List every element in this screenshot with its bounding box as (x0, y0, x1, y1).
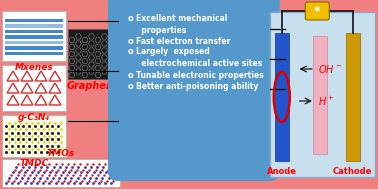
Bar (5, 51, 63, 55)
FancyBboxPatch shape (108, 0, 280, 181)
Bar (5, 24, 63, 28)
Bar (5, 29, 63, 33)
Bar (5, 46, 63, 50)
Bar (275, 33, 289, 161)
Bar (5, 40, 63, 44)
FancyBboxPatch shape (305, 2, 329, 20)
Text: o: o (128, 37, 134, 46)
Text: Anode: Anode (267, 167, 297, 176)
Bar (346, 33, 360, 161)
Bar (2, 159, 120, 187)
Text: Better anti-poisoning ability: Better anti-poisoning ability (136, 82, 258, 91)
Text: g-C₃N₄: g-C₃N₄ (18, 113, 50, 122)
Text: TMOs: TMOs (47, 149, 75, 158)
Text: TMDC: TMDC (19, 159, 49, 168)
Bar (5, 19, 63, 22)
Text: Excellent mechanical: Excellent mechanical (136, 14, 227, 23)
Bar (2, 11, 66, 61)
Text: Cathode: Cathode (333, 167, 372, 176)
Text: Tunable electronic properties: Tunable electronic properties (136, 71, 263, 80)
Text: o: o (128, 14, 134, 23)
Text: o: o (128, 71, 134, 80)
Text: Largely  exposed: Largely exposed (136, 47, 210, 56)
Bar (5, 35, 63, 39)
Bar (2, 115, 66, 157)
Bar (313, 36, 327, 154)
Text: properties: properties (136, 26, 186, 35)
Text: $OH^-$: $OH^-$ (318, 63, 342, 75)
Text: o: o (128, 82, 134, 91)
Text: electrochemical active sites: electrochemical active sites (136, 59, 262, 68)
Text: o: o (128, 47, 134, 56)
Text: Mxenes: Mxenes (15, 63, 53, 72)
Text: Fast electron transfer: Fast electron transfer (136, 37, 230, 46)
Bar (68, 29, 120, 79)
Text: $H^+$: $H^+$ (318, 94, 334, 108)
Bar (2, 65, 66, 111)
Text: Graphene: Graphene (67, 81, 121, 91)
Text: *: * (314, 5, 321, 18)
Bar (270, 12, 375, 177)
